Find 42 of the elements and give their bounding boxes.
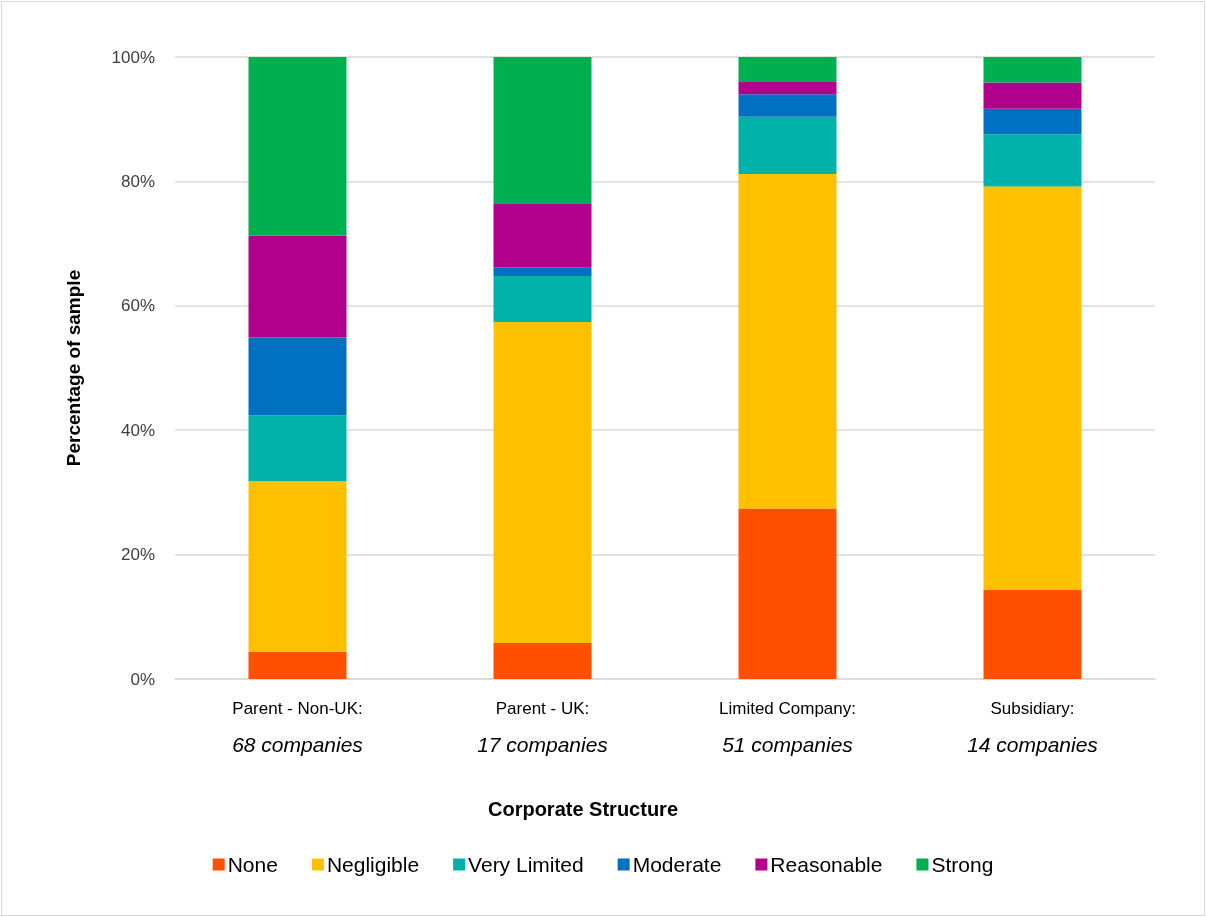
bar <box>248 651 347 679</box>
y-tick-label: 40% <box>120 420 155 440</box>
x-tick-label: Subsidiary: 14 companies <box>967 698 1099 756</box>
y-tick-label: 80% <box>120 171 155 191</box>
bar <box>738 94 837 117</box>
legend-label: None <box>227 853 278 876</box>
bar <box>493 275 592 322</box>
x-tick-label: Parent - Non-UK: 68 companies <box>232 698 364 756</box>
bar <box>983 134 1082 187</box>
legend-label: Reasonable <box>770 853 883 876</box>
y-tick-label: 100% <box>111 47 155 67</box>
bar <box>493 642 592 679</box>
bar <box>983 186 1082 591</box>
bar <box>983 82 1082 109</box>
x-tick-label: Parent - UK: 17 companies <box>477 698 609 756</box>
bar <box>983 590 1082 679</box>
bar <box>983 108 1082 135</box>
y-tick-label: 60% <box>120 296 155 316</box>
legend-label: Moderate <box>632 853 722 876</box>
bar <box>248 337 347 416</box>
y-tick-label: 20% <box>120 545 155 565</box>
legend-label: Negligible <box>326 853 420 876</box>
y-tick-label: 0% <box>130 669 155 689</box>
bar <box>738 173 837 509</box>
bar <box>248 57 347 236</box>
bar <box>493 203 592 268</box>
x-axis-title: Corporate Structure <box>487 798 679 820</box>
bar <box>493 57 592 204</box>
bar <box>248 415 347 482</box>
bar <box>738 116 837 174</box>
bar <box>983 57 1082 83</box>
bar <box>493 267 592 276</box>
bar <box>738 508 837 679</box>
bar <box>493 321 592 643</box>
bar <box>738 57 837 82</box>
bar <box>738 81 837 95</box>
y-axis-title: Percentage of sample <box>63 269 84 467</box>
bar <box>248 481 347 652</box>
legend-label: Strong <box>931 853 994 876</box>
legend-label: Very Limited <box>468 853 584 876</box>
x-tick-label: Limited Company: 51 companies <box>718 698 857 756</box>
bar <box>248 235 347 338</box>
